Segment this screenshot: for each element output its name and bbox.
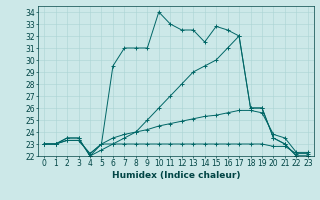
X-axis label: Humidex (Indice chaleur): Humidex (Indice chaleur) [112, 171, 240, 180]
